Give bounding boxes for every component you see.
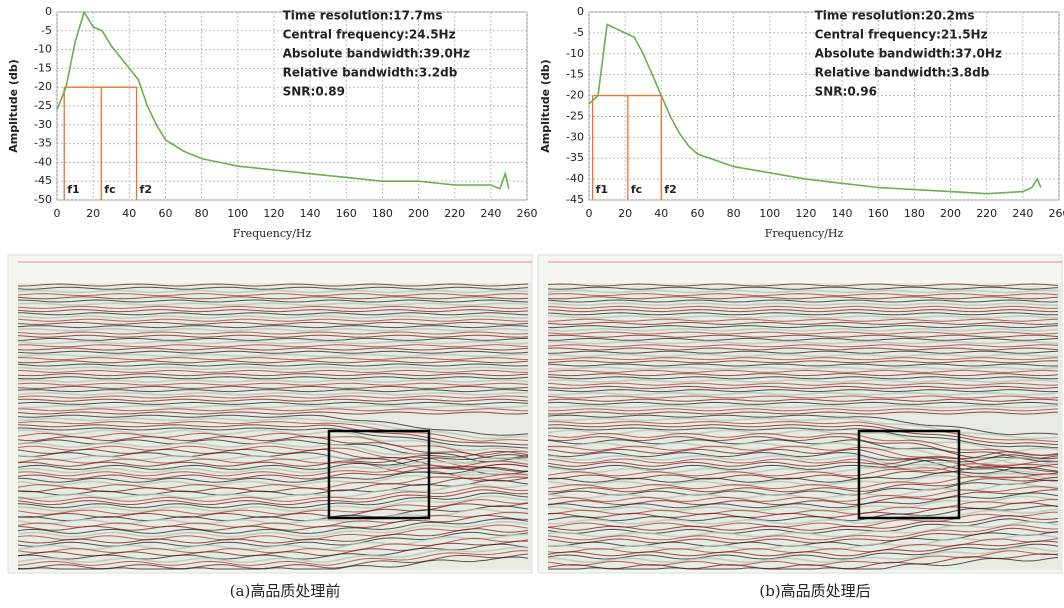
y-tick-label: -5 — [573, 26, 584, 39]
x-tick-label: 240 — [1012, 207, 1033, 220]
y-tick-label: -35 — [34, 137, 52, 150]
x-tick-label: 200 — [940, 207, 961, 220]
y-tick-label: -25 — [566, 109, 584, 122]
x-tick-label: 120 — [263, 207, 284, 220]
y-tick-label: -35 — [566, 151, 584, 164]
x-tick-label: 160 — [336, 207, 357, 220]
x-tick-label: 100 — [759, 207, 780, 220]
annotation: Absolute bandwidth:37.0Hz — [815, 47, 1002, 61]
y-tick-label: -20 — [566, 89, 584, 102]
annotation: SNR:0.89 — [283, 85, 345, 99]
x-tick-label: 60 — [690, 207, 704, 220]
y-tick-label: -45 — [566, 193, 584, 206]
x-tick-label: 40 — [654, 207, 668, 220]
x-tick-label: 260 — [517, 207, 538, 220]
marker-label: f1 — [67, 183, 79, 196]
caption: (b)高品质处理后 — [759, 582, 870, 600]
marker-label: fc — [631, 183, 642, 196]
annotation: Time resolution:17.7ms — [283, 9, 443, 23]
x-tick-label: 120 — [795, 207, 816, 220]
y-tick-label: -10 — [34, 43, 52, 56]
y-tick-label: -30 — [566, 130, 584, 143]
y-tick-label: -15 — [566, 68, 584, 81]
x-tick-label: 140 — [832, 207, 853, 220]
annotation: Relative bandwidth:3.8db — [815, 66, 990, 80]
x-tick-label: 80 — [195, 207, 209, 220]
y-tick-label: -15 — [34, 61, 52, 74]
x-tick-label: 80 — [727, 207, 741, 220]
y-axis-label: Amplitude (db) — [539, 59, 552, 152]
y-tick-label: 0 — [45, 5, 52, 18]
annotation: Relative bandwidth:3.2db — [283, 66, 458, 80]
x-tick-label: 20 — [86, 207, 100, 220]
marker-label: fc — [104, 183, 115, 196]
x-tick-label: 0 — [586, 207, 593, 220]
y-tick-label: -30 — [34, 118, 52, 131]
x-tick-label: 60 — [158, 207, 172, 220]
y-tick-label: -25 — [34, 99, 52, 112]
x-tick-label: 180 — [372, 207, 393, 220]
x-tick-label: 220 — [976, 207, 997, 220]
marker-label: f2 — [664, 183, 676, 196]
y-tick-label: -5 — [41, 24, 52, 37]
annotation: Time resolution:20.2ms — [815, 9, 975, 23]
y-tick-label: -20 — [34, 80, 52, 93]
y-tick-label: -45 — [34, 174, 52, 187]
x-tick-label: 140 — [300, 207, 321, 220]
x-tick-label: 200 — [408, 207, 429, 220]
annotation: Central frequency:24.5Hz — [283, 28, 456, 42]
x-axis-label: Frequency/Hz — [233, 227, 312, 240]
caption: (a)高品质处理前 — [230, 582, 341, 600]
x-tick-label: 20 — [618, 207, 632, 220]
y-tick-label: -40 — [34, 155, 52, 168]
x-tick-label: 220 — [444, 207, 465, 220]
y-tick-label: -50 — [34, 193, 52, 206]
annotation: SNR:0.96 — [815, 85, 877, 99]
marker-label: f2 — [140, 183, 152, 196]
x-tick-label: 180 — [904, 207, 925, 220]
x-tick-label: 260 — [1049, 207, 1064, 220]
x-tick-label: 160 — [868, 207, 889, 220]
y-axis-label: Amplitude (db) — [7, 59, 20, 152]
x-axis-label: Frequency/Hz — [765, 227, 844, 240]
y-tick-label: -40 — [566, 172, 584, 185]
x-tick-label: 100 — [227, 207, 248, 220]
y-tick-label: 0 — [577, 5, 584, 18]
annotation: Absolute bandwidth:39.0Hz — [283, 47, 470, 61]
y-tick-label: -10 — [566, 47, 584, 60]
annotation: Central frequency:21.5Hz — [815, 28, 988, 42]
marker-label: f1 — [596, 183, 608, 196]
x-tick-label: 240 — [480, 207, 501, 220]
x-tick-label: 0 — [54, 207, 61, 220]
x-tick-label: 40 — [122, 207, 136, 220]
